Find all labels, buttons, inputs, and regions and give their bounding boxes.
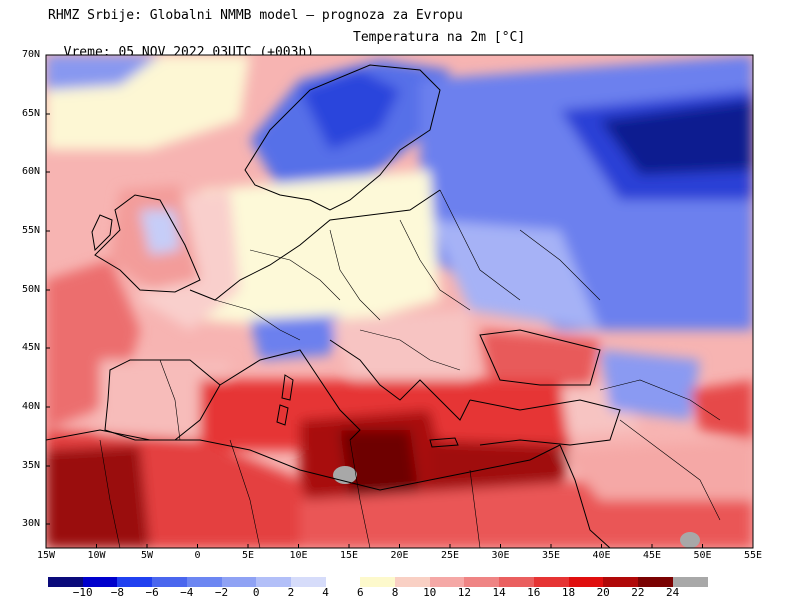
colorbar-label: 0 bbox=[252, 586, 260, 599]
longitude-label: 25E bbox=[440, 550, 460, 561]
colorbar-label: −8 bbox=[110, 586, 125, 599]
longitude-label: 10W bbox=[87, 550, 106, 561]
colorbar-label: −4 bbox=[180, 586, 194, 599]
longitude-label: 20E bbox=[390, 550, 409, 561]
colorbar-swatch bbox=[82, 577, 118, 587]
colorbar-swatch bbox=[290, 577, 326, 587]
colorbar-swatch bbox=[186, 577, 222, 587]
colorbar-swatch bbox=[256, 577, 292, 587]
latitude-label: 70N bbox=[21, 49, 40, 60]
coastlines bbox=[46, 64, 621, 548]
colorbar-swatch bbox=[533, 577, 569, 587]
colorbar-swatch bbox=[117, 577, 153, 587]
colorbar-swatch bbox=[672, 577, 708, 587]
latitude-label: 35N bbox=[21, 460, 40, 471]
latitude-label: 30N bbox=[21, 518, 40, 529]
colorbar-swatch bbox=[499, 577, 535, 587]
colorbar-swatch bbox=[360, 577, 396, 587]
colorbar-label: 18 bbox=[561, 586, 576, 599]
colorbar-swatch bbox=[464, 577, 500, 587]
longitude-label: 5E bbox=[241, 550, 255, 561]
colorbar-label: −2 bbox=[214, 586, 229, 599]
colorbar-swatch bbox=[48, 577, 83, 587]
colorbar-label: 2 bbox=[287, 586, 295, 599]
longitude-label: 15W bbox=[36, 550, 56, 561]
colorbar-label: 14 bbox=[492, 586, 506, 599]
map-title: RHMZ Srbije: Globalni NMMB model — progn… bbox=[48, 8, 463, 23]
latitude-label: 45N bbox=[21, 342, 40, 353]
longitude-label: 30E bbox=[491, 550, 510, 561]
latitude-label: 40N bbox=[21, 401, 40, 412]
variable-name: Temperatura na 2m [°C] bbox=[353, 30, 526, 45]
colorbar-swatch bbox=[152, 577, 188, 587]
colorbar-label: 4 bbox=[322, 586, 329, 599]
longitude-label: 45E bbox=[642, 550, 662, 561]
colorbar-label: 20 bbox=[596, 586, 610, 599]
colorbar-swatch bbox=[325, 577, 361, 587]
colorbar-label: 6 bbox=[356, 586, 364, 599]
latitude-label: 50N bbox=[21, 284, 40, 295]
country-borders bbox=[99, 189, 721, 548]
latitude-label: 60N bbox=[21, 166, 40, 177]
longitude-label: 35E bbox=[541, 550, 561, 561]
colorbar-label: 16 bbox=[527, 586, 541, 599]
longitude-label: 50E bbox=[693, 550, 712, 561]
longitude-label: 15E bbox=[339, 550, 359, 561]
longitude-label: 5W bbox=[140, 550, 154, 561]
colorbar-swatch bbox=[221, 577, 257, 587]
colorbar-label: 24 bbox=[665, 586, 680, 599]
longitude-label: 0 bbox=[194, 550, 201, 561]
colorbar-label: 12 bbox=[457, 586, 472, 599]
colorbar-swatch bbox=[395, 577, 430, 587]
colorbar-label: 22 bbox=[631, 586, 645, 599]
colorbar-label: −10 bbox=[72, 586, 93, 599]
colorbar-label: −6 bbox=[145, 586, 159, 599]
temperature-field bbox=[46, 55, 753, 548]
colorbar-swatch bbox=[603, 577, 639, 587]
colorbar-swatch bbox=[429, 577, 465, 587]
longitude-label: 40E bbox=[592, 550, 611, 561]
colorbar-label: 10 bbox=[423, 586, 437, 599]
axis-ticks bbox=[45, 54, 754, 548]
longitude-label: 55E bbox=[743, 550, 763, 561]
latitude-label: 65N bbox=[21, 108, 40, 119]
colorbar-label: 8 bbox=[391, 586, 399, 599]
grey-patch-gulf bbox=[680, 532, 700, 548]
colorbar-swatch bbox=[637, 577, 673, 587]
longitude-label: 10E bbox=[289, 550, 308, 561]
colorbar-swatch bbox=[568, 577, 604, 587]
latitude-label: 55N bbox=[21, 225, 40, 236]
